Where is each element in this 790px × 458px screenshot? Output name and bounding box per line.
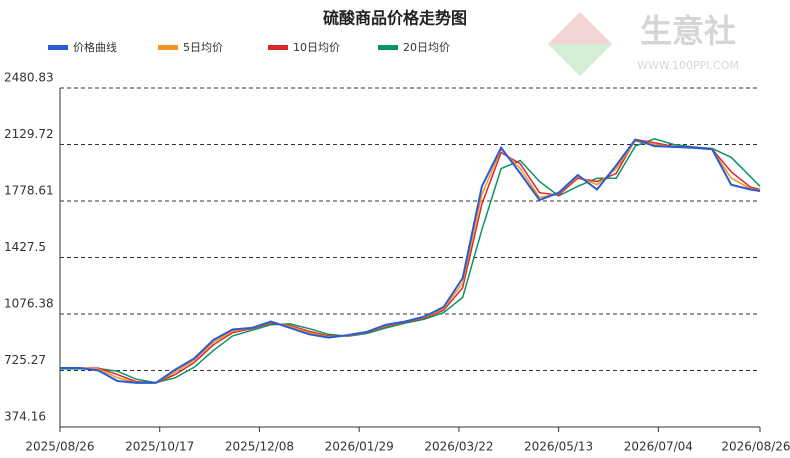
y-tick-label: 725.27 <box>4 353 46 367</box>
x-tick-label: 2026/07/04 <box>624 440 693 454</box>
legend-swatch <box>48 45 68 50</box>
legend-swatch <box>158 45 178 50</box>
legend-label: 5日均价 <box>183 41 223 54</box>
y-tick-label: 374.16 <box>4 410 46 424</box>
x-tick-label: 2026/05/13 <box>524 440 593 454</box>
x-tick-label: 2026/03/22 <box>424 440 493 454</box>
series-line <box>60 138 761 384</box>
x-tick-label: 2025/12/08 <box>225 440 294 454</box>
x-tick-label: 2025/10/17 <box>125 440 194 454</box>
logo-diamond <box>548 12 612 76</box>
legend-label: 20日均价 <box>403 41 450 54</box>
y-tick-label: 2480.83 <box>4 71 54 85</box>
series-line <box>60 138 761 384</box>
logo-name: 生意社 <box>640 12 736 50</box>
y-tick-label: 1076.38 <box>4 297 54 311</box>
y-tick-label: 1778.61 <box>4 183 54 197</box>
y-tick-label: 2129.72 <box>4 127 54 141</box>
logo-url: WWW.100PPI.COM <box>637 59 739 72</box>
legend-swatch <box>378 45 398 50</box>
y-tick-label: 1427.5 <box>4 240 46 254</box>
legend-label: 10日均价 <box>293 41 340 54</box>
series-line <box>60 140 761 384</box>
x-tick-label: 2026/01/29 <box>325 440 394 454</box>
logo-diamond-low <box>548 44 612 76</box>
logo: 生意社 WWW.100PPI.COM <box>548 12 739 76</box>
legend-label: 价格曲线 <box>73 40 117 54</box>
x-tick-label: 2025/08/26 <box>25 440 94 454</box>
x-tick-label: 2026/08/26 <box>721 440 790 454</box>
series-line <box>60 138 761 384</box>
legend-swatch <box>268 45 288 50</box>
chart-title: 硫酸商品价格走势图 <box>323 9 467 28</box>
